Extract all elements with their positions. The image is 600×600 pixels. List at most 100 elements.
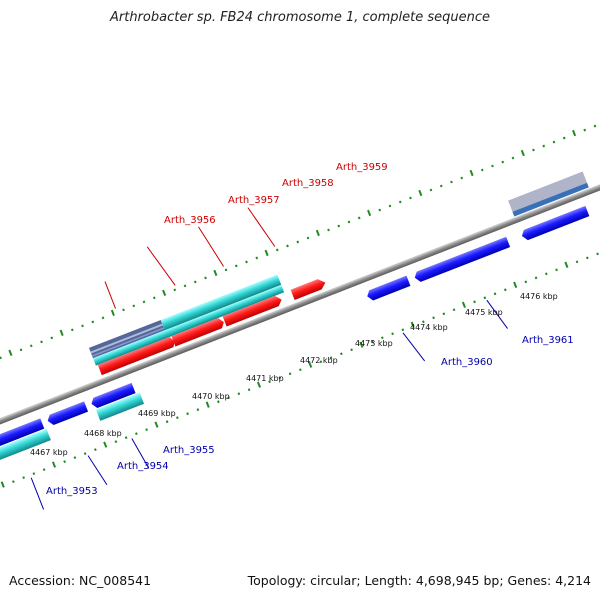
forward-tick: [110, 309, 115, 317]
forward-tick: [409, 196, 412, 200]
gene-label-reverse[interactable]: Arth_3960: [441, 357, 493, 368]
rna-feature-forward-upper[interactable]: [160, 274, 282, 331]
forward-tick: [264, 249, 269, 257]
gene-label-reverse[interactable]: Arth_3954: [117, 461, 169, 472]
reverse-tick: [103, 441, 108, 448]
forward-tick: [511, 156, 515, 160]
reverse-strand-ticks: [0, 252, 599, 488]
reverse-tick: [176, 416, 179, 420]
forward-tick: [91, 320, 95, 324]
reverse-tick: [391, 332, 394, 336]
leader-line-arth-3958: [198, 226, 225, 267]
rna-feature-reverse[interactable]: [95, 392, 145, 421]
forward-tick: [562, 136, 566, 140]
gene-leader-lines: [30, 207, 508, 510]
forward-tick: [204, 276, 207, 280]
leader-line-arth-3956: [104, 281, 116, 309]
reverse-tick: [217, 400, 220, 404]
reverse-tick: [22, 476, 25, 480]
reverse-tick: [461, 301, 466, 308]
forward-tick: [491, 164, 494, 168]
forward-tick: [183, 284, 187, 288]
reverse-cds-arrow[interactable]: [90, 382, 136, 410]
forward-tick: [337, 224, 341, 228]
reverse-tick: [83, 452, 87, 456]
reverse-tick: [124, 436, 128, 440]
other-feature-stripe-line: [90, 323, 163, 354]
reverse-tick: [278, 376, 282, 380]
forward-tick: [173, 288, 177, 292]
partial-feature-edge[interactable]: [512, 182, 589, 217]
reverse-tick: [42, 468, 46, 472]
forward-tick: [275, 248, 279, 252]
reverse-cds-arrow[interactable]: [0, 418, 45, 471]
reverse-tick: [564, 261, 569, 268]
reverse-tick: [585, 256, 589, 260]
rna-feature-reverse[interactable]: [0, 428, 51, 483]
forward-tick: [520, 149, 525, 157]
forward-tick: [152, 296, 156, 300]
reverse-tick: [94, 448, 97, 452]
forward-tick: [50, 336, 54, 340]
forward-tick: [29, 344, 33, 348]
forward-cds-arrow[interactable]: [222, 294, 284, 327]
forward-cds-arrow[interactable]: [97, 336, 177, 376]
forward-tick: [81, 324, 84, 328]
kbp-label: 4467 kbp: [30, 448, 68, 457]
gene-label-reverse[interactable]: Arth_3955: [163, 445, 215, 456]
kbp-label: 4471 kbp: [246, 374, 284, 383]
kbp-label: 4472 kbp: [300, 356, 338, 365]
gene-label-reverse[interactable]: Arth_3953: [46, 486, 98, 497]
reverse-strand-features: [0, 205, 590, 483]
forward-tick: [59, 329, 64, 336]
gene-label-forward[interactable]: Arth_3958: [282, 178, 334, 189]
forward-tick: [315, 229, 320, 237]
rna-feature-forward[interactable]: [92, 284, 285, 366]
forward-tick: [70, 328, 74, 332]
genome-summary-text: Topology: circular; Length: 4,698,945 bp…: [247, 573, 591, 588]
forward-tick: [40, 340, 43, 344]
reverse-tick: [319, 360, 323, 364]
reverse-tick: [340, 352, 343, 356]
forward-tick: [245, 260, 248, 264]
reverse-tick: [51, 461, 57, 468]
reverse-tick: [359, 341, 364, 348]
partial-feature-edge[interactable]: [508, 171, 588, 212]
reverse-cds-arrow[interactable]: [520, 205, 590, 242]
forward-cds-arrow[interactable]: [290, 277, 328, 300]
kbp-label: 4468 kbp: [84, 429, 122, 438]
reverse-tick: [247, 388, 251, 392]
forward-tick: [0, 356, 2, 360]
reverse-tick: [186, 412, 189, 416]
kbp-label: 4476 kbp: [520, 292, 558, 301]
forward-cds-arrow[interactable]: [171, 317, 225, 347]
leader-line-arth-3953: [30, 477, 45, 510]
reverse-tick: [154, 421, 159, 428]
forward-tick: [347, 220, 351, 224]
gene-label-forward[interactable]: Arth_3957: [228, 195, 280, 206]
reverse-tick: [544, 272, 548, 276]
gene-label-forward[interactable]: Arth_3956: [164, 215, 216, 226]
forward-tick: [460, 176, 464, 180]
forward-tick: [501, 160, 505, 164]
reverse-tick: [503, 288, 507, 292]
reverse-tick: [524, 280, 528, 284]
reverse-cds-arrow[interactable]: [46, 401, 89, 426]
reverse-tick: [32, 472, 36, 476]
forward-tick: [162, 289, 167, 297]
kbp-label: 4475 kbp: [465, 308, 503, 317]
gene-label-reverse[interactable]: Arth_3961: [522, 335, 574, 346]
forward-tick: [234, 264, 238, 268]
reverse-tick: [73, 456, 77, 460]
forward-strand-ticks: [0, 124, 597, 360]
reverse-cds-arrow[interactable]: [413, 236, 511, 284]
reverse-tick: [452, 308, 456, 312]
reverse-tick: [308, 361, 313, 368]
gene-label-forward[interactable]: Arth_3959: [336, 162, 388, 173]
kbp-label: 4469 kbp: [138, 409, 176, 418]
forward-tick: [418, 189, 423, 197]
reverse-cds-arrow[interactable]: [365, 275, 411, 302]
reverse-tick: [205, 401, 210, 408]
reverse-tick: [422, 320, 425, 324]
